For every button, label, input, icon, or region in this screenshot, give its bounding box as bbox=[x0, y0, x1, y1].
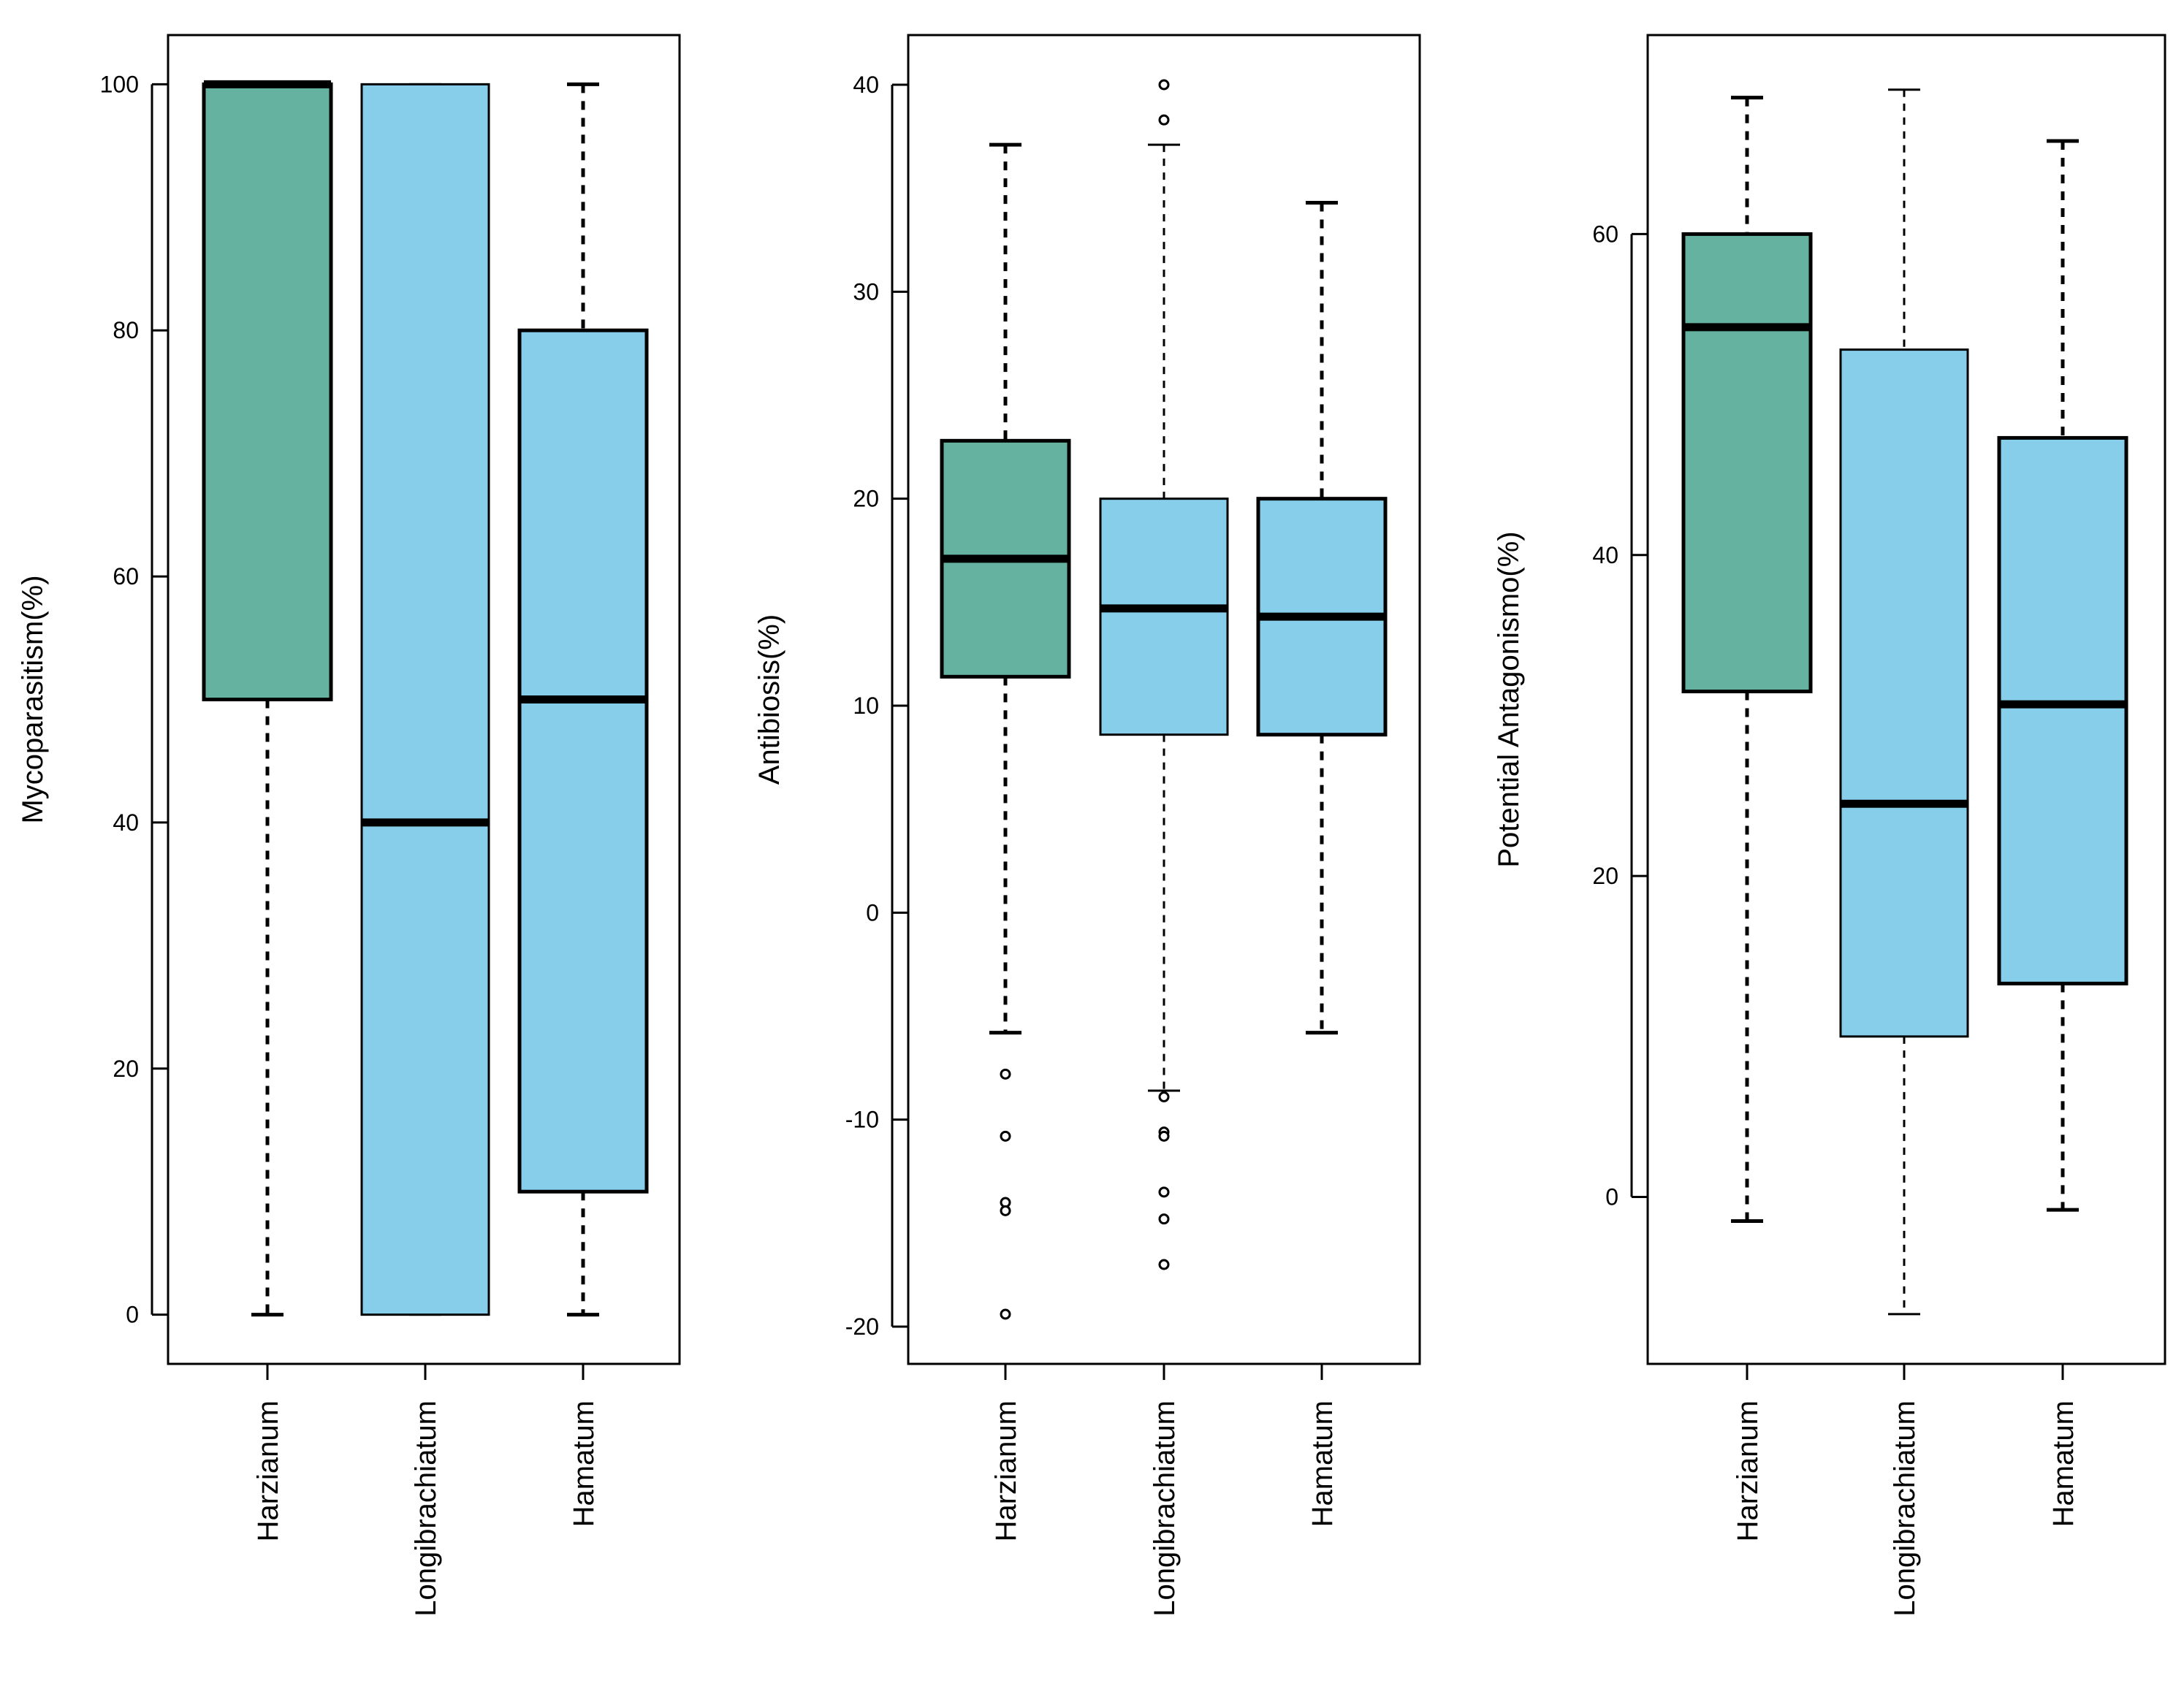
y-axis-label: Potential Antagonismo(%) bbox=[1493, 531, 1525, 867]
x-tick-label: Longibrachiatum bbox=[410, 1400, 442, 1617]
y-tick-label: 0 bbox=[866, 899, 879, 926]
y-tick-label: 40 bbox=[113, 809, 139, 836]
x-tick-label: Hamatum bbox=[568, 1400, 600, 1527]
y-tick-label: 30 bbox=[853, 278, 879, 305]
y-axis-label: Antibiosis(%) bbox=[753, 614, 785, 785]
outlier-point bbox=[1000, 1130, 1011, 1142]
y-tick-label: 40 bbox=[1592, 542, 1618, 568]
outlier-point bbox=[1158, 1186, 1170, 1198]
box-longibrachiatum bbox=[1099, 79, 1229, 1270]
box-longibrachiatum bbox=[1839, 88, 1969, 1316]
x-tick-label: Harzianum bbox=[1732, 1400, 1764, 1541]
y-tick-label: 60 bbox=[1592, 221, 1618, 247]
y-tick-label: 20 bbox=[1592, 863, 1618, 889]
x-tick-label: Longibrachiatum bbox=[1889, 1400, 1921, 1617]
box-longibrachiatum bbox=[360, 83, 490, 1316]
y-tick-label: 0 bbox=[126, 1302, 139, 1328]
antibiosis-panel: -20 -10 0 10 20 30 40 Antibiosis(%) Harzianum Lon… bbox=[753, 34, 1421, 1617]
x-tick-label: Hamatum bbox=[2047, 1400, 2080, 1527]
y-tick-label: 60 bbox=[113, 563, 139, 590]
box-harzianum bbox=[1681, 96, 1813, 1223]
iqr-box bbox=[1681, 232, 1813, 694]
iqr-box bbox=[1839, 348, 1969, 1038]
outlier-point bbox=[1158, 1130, 1170, 1142]
box-hamatum bbox=[517, 82, 649, 1317]
iqr-box bbox=[202, 82, 333, 702]
x-tick-label: Harzianum bbox=[990, 1400, 1022, 1541]
y-tick-label: 20 bbox=[853, 486, 879, 512]
outlier-point bbox=[1158, 1259, 1170, 1270]
box-hamatum bbox=[1997, 139, 2128, 1212]
y-axis-label: Mycoparasitism(%) bbox=[17, 575, 49, 823]
y-tick-label: 0 bbox=[1605, 1184, 1618, 1210]
box-hamatum bbox=[1256, 201, 1388, 1035]
outlier-point bbox=[1158, 114, 1170, 126]
y-tick-label: -20 bbox=[845, 1313, 879, 1340]
iqr-box bbox=[517, 328, 649, 1194]
iqr-box bbox=[360, 83, 490, 1316]
y-tick-label: 40 bbox=[853, 72, 879, 98]
x-tick-label: Longibrachiatum bbox=[1149, 1400, 1181, 1617]
box-harzianum bbox=[940, 142, 1071, 1320]
outlier-point bbox=[1000, 1068, 1011, 1080]
outlier-point bbox=[1158, 1091, 1170, 1102]
y-tick-label: -10 bbox=[845, 1107, 879, 1133]
y-tick-label: 80 bbox=[113, 317, 139, 343]
outlier-point bbox=[1000, 1308, 1011, 1320]
outlier-point bbox=[1000, 1205, 1011, 1216]
x-tick-label: Hamatum bbox=[1306, 1400, 1339, 1527]
iqr-box bbox=[1099, 497, 1229, 736]
y-tick-label: 20 bbox=[113, 1056, 139, 1082]
iqr-box bbox=[1997, 435, 2128, 985]
outlier-point bbox=[1158, 79, 1170, 91]
outlier-point bbox=[1158, 1213, 1170, 1225]
x-tick-label: Harzianum bbox=[252, 1400, 284, 1541]
mycoparasitism-panel: 0 20 40 60 80 100 Mycoparasitism(%) Harzianum Lo… bbox=[17, 34, 681, 1617]
box-harzianum bbox=[202, 80, 333, 1317]
potential-antagonismo-panel: 0 20 40 60 Potential Antagonismo(%) Harzianum… bbox=[1493, 34, 2166, 1617]
y-tick-label: 10 bbox=[853, 693, 879, 719]
y-tick-label: 100 bbox=[100, 71, 139, 97]
